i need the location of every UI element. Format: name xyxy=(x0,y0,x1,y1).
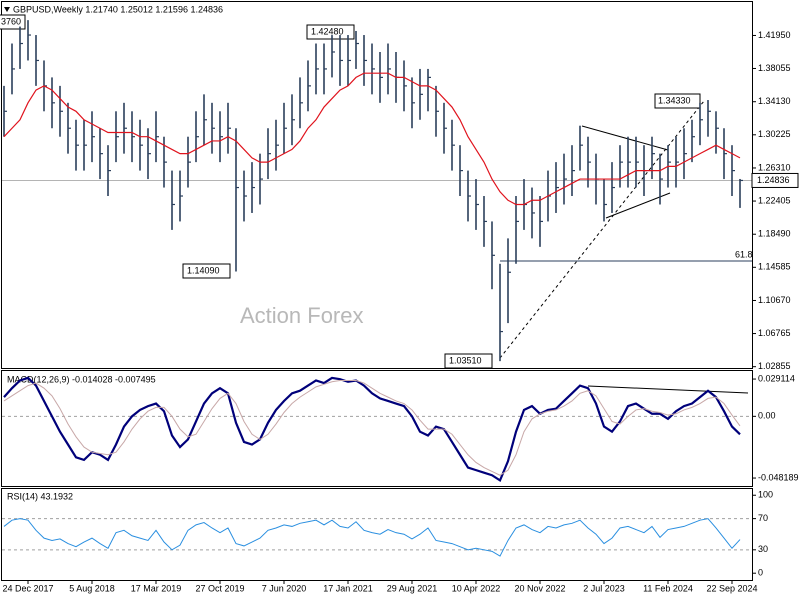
annotation-text: 1.14090 xyxy=(187,265,220,275)
y-tick-label: 30 xyxy=(758,544,768,554)
last-price-label: 1.24836 xyxy=(757,175,790,185)
y-tick-label: 70 xyxy=(758,513,768,523)
annotation: 3760 xyxy=(0,14,26,30)
y-tick-label: 1.22405 xyxy=(758,195,791,205)
macd-title: MACD(12,26,9) -0.014028 -0.007495 xyxy=(7,374,156,384)
y-tick-label: 1.06765 xyxy=(758,328,791,338)
x-tick-label: 27 Oct 2019 xyxy=(195,583,244,593)
y-tick-label: 1.26310 xyxy=(758,162,791,172)
annotation: 1.14090 xyxy=(182,263,231,279)
macd-trendline xyxy=(587,385,749,394)
x-tick-label: 17 Jan 2021 xyxy=(323,583,373,593)
y-tick-label: 0 xyxy=(758,568,763,578)
annotation-text: 1.42480 xyxy=(311,26,344,36)
y-tick-label: 1.41950 xyxy=(758,30,791,40)
x-tick-label: 22 Sep 2024 xyxy=(706,583,757,593)
annotation-text: 3760 xyxy=(1,16,21,26)
price-panel xyxy=(1,1,753,369)
y-tick-label: 1.14585 xyxy=(758,262,791,272)
y-tick-label: -0.048189 xyxy=(758,472,799,482)
x-tick-label: 2 Jul 2023 xyxy=(583,583,625,593)
y-tick-label: 100 xyxy=(758,490,773,500)
series-line xyxy=(3,376,741,482)
x-tick-label: 17 Mar 2019 xyxy=(131,583,182,593)
header-arrow xyxy=(4,7,10,12)
y-tick-label: 1.10670 xyxy=(758,295,791,305)
chart-title: GBPUSD,Weekly 1.21740 1.25012 1.21596 1.… xyxy=(13,4,223,14)
x-tick-label: 20 Nov 2022 xyxy=(514,583,565,593)
y-tick-label: 1.18490 xyxy=(758,229,791,239)
x-tick-label: 11 Feb 2024 xyxy=(643,583,693,593)
fib-label: 61.8 xyxy=(735,249,753,259)
x-tick-label: 29 Aug 2021 xyxy=(387,583,438,593)
annotation-text: 1.03510 xyxy=(449,355,482,365)
x-tick-label: 7 Jun 2020 xyxy=(262,583,307,593)
moving-average xyxy=(3,72,741,206)
y-tick-label: 0.029114 xyxy=(758,373,795,383)
macd-panel xyxy=(1,370,753,487)
annotation: 1.34330 xyxy=(654,93,701,109)
x-tick-label: 5 Aug 2018 xyxy=(69,583,115,593)
x-tick-label: 10 Apr 2022 xyxy=(452,583,501,593)
triangle-upper xyxy=(581,125,669,151)
annotation-text: 1.34330 xyxy=(658,95,691,105)
series-line xyxy=(3,379,741,476)
annotation: 1.42480 xyxy=(306,24,355,40)
y-tick-label: 1.30225 xyxy=(758,129,791,139)
last-price-box xyxy=(751,172,799,188)
rsi-title: RSI(14) 43.1932 xyxy=(7,491,73,501)
series-line xyxy=(3,518,741,557)
y-tick-label: 1.38055 xyxy=(758,63,791,73)
y-tick-label: 1.34130 xyxy=(758,96,791,106)
fib-trend xyxy=(499,100,705,359)
watermark: Action Forex xyxy=(240,303,364,328)
x-tick-label: 24 Dec 2017 xyxy=(2,583,53,593)
rsi-panel xyxy=(1,488,753,581)
y-tick-label: 0.00 xyxy=(758,411,776,421)
y-tick-label: 1.02855 xyxy=(758,361,791,371)
annotation: 1.03510 xyxy=(444,353,493,369)
